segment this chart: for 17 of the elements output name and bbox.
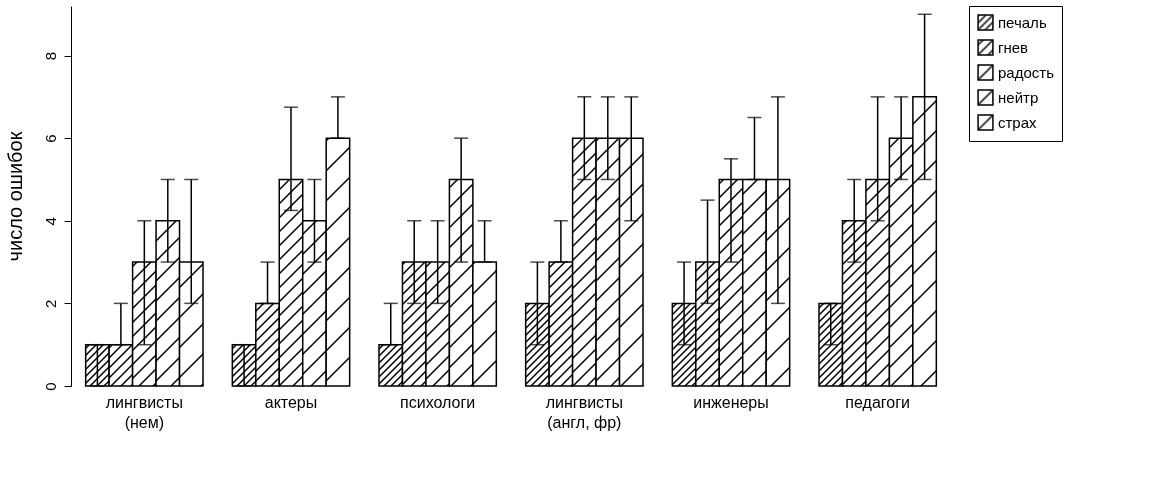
x-tick-label: актеры [264,393,318,411]
y-tick-label: 6 [41,134,59,143]
y-tick-label: 4 [41,217,59,226]
legend-label: радость [998,63,1055,81]
y-tick-label: 8 [41,51,59,61]
legend-label: нейтр [998,88,1039,106]
y-tick-label: 0 [41,382,59,391]
x-tick-label: инженеры [693,393,769,411]
x-tick-label: лингвисты (нем) [105,393,183,431]
x-tick-label: лингвисты (англ, фр) [545,393,623,431]
x-tick-label: педагоги [845,393,910,411]
legend-label: гнев [998,38,1029,56]
y-tick-label: 2 [41,299,59,309]
y-axis-title: число ошибок [3,131,26,262]
x-tick-label: психологи [400,393,476,411]
legend-label: страх [998,113,1038,131]
legend-label: печаль [998,13,1047,31]
